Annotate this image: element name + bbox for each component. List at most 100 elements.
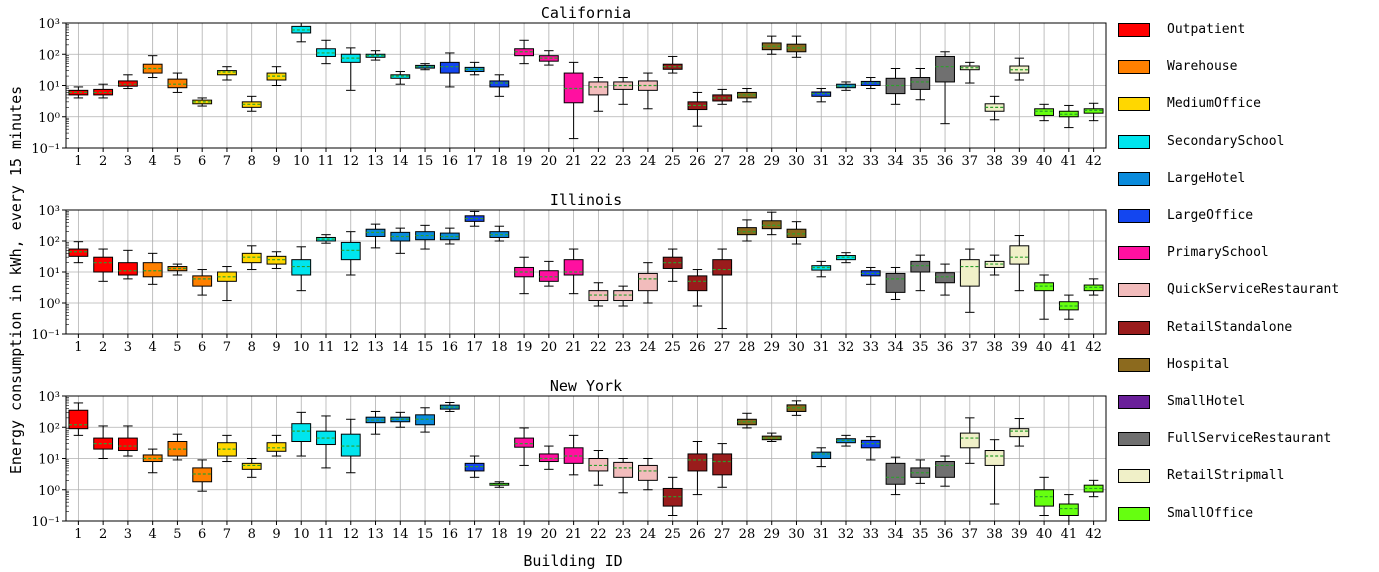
- box-20: [538, 445, 559, 470]
- box-body: [489, 80, 510, 88]
- box-body: [167, 78, 188, 89]
- box-8: [241, 458, 262, 478]
- x-tick-label: 36: [937, 154, 954, 169]
- box-16: [439, 227, 460, 245]
- x-tick-label: 3: [124, 527, 132, 542]
- legend-label: QuickServiceRestaurant: [1167, 282, 1340, 298]
- x-tick-label: 11: [318, 340, 335, 355]
- box-1: [68, 402, 89, 436]
- x-tick-label: 10: [293, 154, 310, 169]
- legend-swatch: [1118, 320, 1150, 335]
- box-body: [538, 453, 559, 463]
- box-32: [836, 81, 856, 91]
- box-40: [1034, 274, 1055, 320]
- x-tick-label: 9: [272, 527, 280, 542]
- x-tick-label: 19: [516, 340, 533, 355]
- box-37: [959, 417, 980, 464]
- box-27: [712, 248, 733, 330]
- x-tick-label: 38: [986, 154, 1003, 169]
- y-tick-label: 10³: [38, 204, 60, 219]
- box-14: [390, 71, 411, 85]
- x-axis-label: Building ID: [523, 552, 622, 570]
- x-tick-label: 17: [466, 340, 483, 355]
- legend-swatch: [1118, 23, 1150, 37]
- box-body: [93, 256, 114, 273]
- box-28: [737, 412, 757, 429]
- box-23: [613, 285, 634, 307]
- box-42: [1083, 479, 1104, 498]
- x-tick-label: 32: [838, 340, 855, 355]
- box-23: [613, 77, 634, 105]
- x-tick-label: 27: [714, 527, 731, 542]
- box-38: [984, 439, 1005, 505]
- box-19: [514, 39, 535, 65]
- box-16: [439, 401, 460, 412]
- box-body: [613, 461, 634, 478]
- box-body: [117, 80, 138, 87]
- x-tick-label: 37: [962, 527, 979, 542]
- legend-swatch: [1118, 209, 1150, 223]
- x-tick-label: 31: [813, 340, 830, 355]
- box-30: [786, 221, 807, 245]
- x-tick-label: 21: [565, 154, 582, 169]
- x-tick-label: 7: [223, 527, 231, 542]
- box-20: [538, 260, 559, 287]
- x-tick-label: 24: [640, 154, 657, 169]
- x-tick-label: 35: [912, 340, 929, 355]
- box-33: [860, 77, 881, 90]
- box-22: [588, 450, 609, 486]
- box-4: [142, 55, 163, 79]
- x-tick-label: 41: [1061, 154, 1078, 169]
- x-tick-label: 31: [813, 154, 830, 169]
- box-40: [1034, 103, 1055, 122]
- legend-label: SmallHotel: [1167, 394, 1246, 409]
- box-36: [935, 51, 955, 125]
- box-3: [117, 74, 138, 90]
- legend-label: PrimarySchool: [1167, 245, 1269, 261]
- box-body: [811, 451, 832, 459]
- legend-label: LargeHotel: [1167, 170, 1246, 186]
- box-15: [415, 63, 435, 71]
- x-tick-label: 12: [342, 154, 359, 169]
- box-body: [192, 275, 213, 287]
- legend-label: SmallOffice: [1167, 505, 1254, 521]
- x-tick-label: 39: [1011, 154, 1028, 169]
- box-20: [538, 50, 559, 66]
- panel-title: California: [541, 4, 631, 22]
- box-34: [885, 266, 906, 300]
- box-body: [340, 241, 361, 261]
- box-2: [93, 83, 114, 99]
- box-9: [266, 251, 287, 269]
- x-tick-label: 11: [318, 527, 335, 542]
- box-32: [836, 434, 856, 447]
- box-31: [811, 88, 832, 103]
- y-tick-label: 10⁻¹: [31, 328, 60, 343]
- box-body: [117, 437, 138, 452]
- box-4: [142, 448, 163, 474]
- box-12: [340, 47, 361, 91]
- box-31: [811, 447, 832, 468]
- box-body: [712, 453, 733, 476]
- box-2: [93, 248, 114, 282]
- box-10: [291, 246, 312, 292]
- x-tick-label: 6: [198, 340, 206, 355]
- x-tick-label: 30: [788, 154, 805, 169]
- plot-frame: [65, 209, 1107, 335]
- x-tick-label: 25: [664, 340, 681, 355]
- x-tick-label: 1: [74, 340, 82, 355]
- box-42: [1083, 278, 1104, 296]
- x-tick-label: 20: [541, 154, 558, 169]
- box-39: [1009, 235, 1030, 292]
- x-tick-label: 31: [813, 527, 830, 542]
- x-tick-label: 26: [689, 527, 706, 542]
- box-24: [637, 458, 658, 491]
- x-tick-label: 17: [466, 154, 483, 169]
- box-body: [687, 453, 708, 472]
- box-7: [217, 434, 237, 463]
- box-body: [935, 461, 955, 478]
- box-body: [514, 437, 535, 448]
- x-tick-label: 7: [223, 154, 231, 169]
- box-body: [68, 248, 89, 257]
- box-36: [935, 455, 955, 487]
- x-tick-label: 19: [516, 527, 533, 542]
